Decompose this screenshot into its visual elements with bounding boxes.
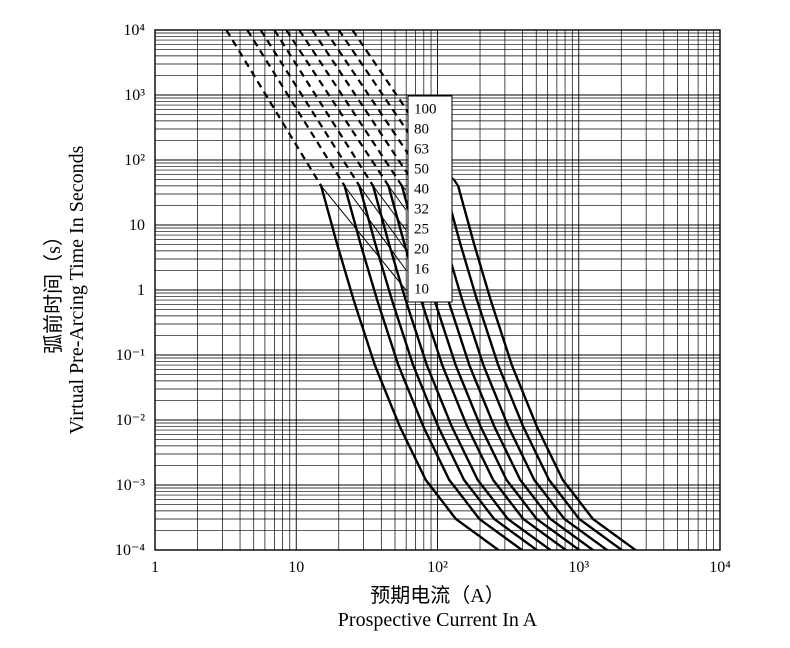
svg-text:10³: 10³: [124, 87, 145, 104]
y-axis-label-en: Virtual Pre-Arcing Time In Seconds: [66, 145, 88, 434]
svg-text:1: 1: [137, 282, 145, 299]
svg-text:10²: 10²: [124, 152, 145, 169]
svg-text:10⁻³: 10⁻³: [116, 477, 145, 494]
y-axis-label-cn: 弧前时间（s）: [42, 226, 65, 354]
curve-label: 63: [414, 141, 429, 157]
fuse-time-current-chart: 1 10 10² 10³ 10⁴ 10⁻⁴ 10⁻³ 10⁻² 10⁻¹ 1 10 10² 10³ 10⁴…: [0, 0, 790, 648]
curve-label: 10: [414, 281, 429, 297]
x-axis-label-cn: 预期电流（A）: [370, 584, 504, 607]
curve-label: 80: [414, 121, 429, 137]
svg-text:10⁻⁴: 10⁻⁴: [115, 542, 145, 559]
x-axis-label-en: Prospective Current In A: [338, 609, 538, 631]
svg-text:10⁻¹: 10⁻¹: [116, 347, 145, 364]
svg-text:1: 1: [151, 559, 159, 576]
svg-text:10²: 10²: [427, 559, 448, 576]
svg-text:10: 10: [288, 559, 304, 576]
svg-text:10⁴: 10⁴: [123, 22, 145, 39]
curve-label: 20: [414, 241, 429, 257]
curve-label: 50: [414, 161, 429, 177]
svg-text:10³: 10³: [568, 559, 589, 576]
svg-text:10⁴: 10⁴: [709, 559, 731, 576]
chart-svg: 1 10 10² 10³ 10⁴ 10⁻⁴ 10⁻³ 10⁻² 10⁻¹ 1 10 10² 10³ 10⁴…: [0, 0, 790, 648]
curve-label: 40: [414, 181, 429, 197]
curve-label: 25: [414, 221, 429, 237]
curve-label: 100: [414, 101, 437, 117]
svg-text:10⁻²: 10⁻²: [116, 412, 145, 429]
svg-text:10: 10: [129, 217, 145, 234]
curve-label: 32: [414, 201, 429, 217]
curve-label: 16: [414, 261, 430, 277]
